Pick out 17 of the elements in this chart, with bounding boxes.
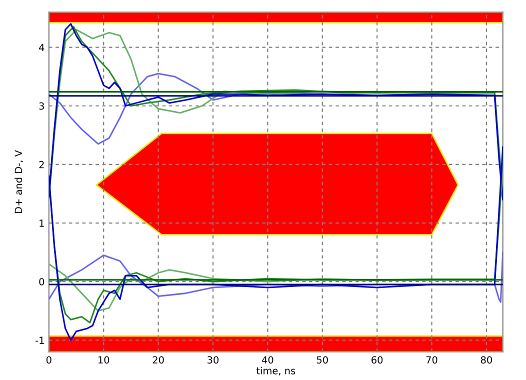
y-axis-title: D+ and D-, V: [14, 150, 24, 214]
y-tick-label: 0: [39, 278, 44, 286]
x-tick-label: 60: [372, 356, 383, 364]
x-tick-label: 20: [152, 356, 164, 364]
x-tick-label: 50: [316, 356, 328, 364]
x-tick-label: 0: [46, 356, 52, 364]
y-tick-label: -1: [36, 336, 44, 344]
y-tick-label: 4: [39, 44, 44, 51]
x-tick-label: 70: [426, 356, 438, 364]
x-tick-label: 30: [208, 356, 219, 364]
x-axis-title: time, ns: [256, 366, 296, 376]
y-tick-label: 2: [39, 160, 44, 168]
x-tick-label: 40: [262, 356, 274, 364]
x-tick-label: 10: [98, 356, 110, 364]
x-tick-label: 80: [480, 356, 492, 364]
y-tick-label: 1: [40, 220, 44, 227]
y-tick-label: 3: [39, 102, 44, 110]
